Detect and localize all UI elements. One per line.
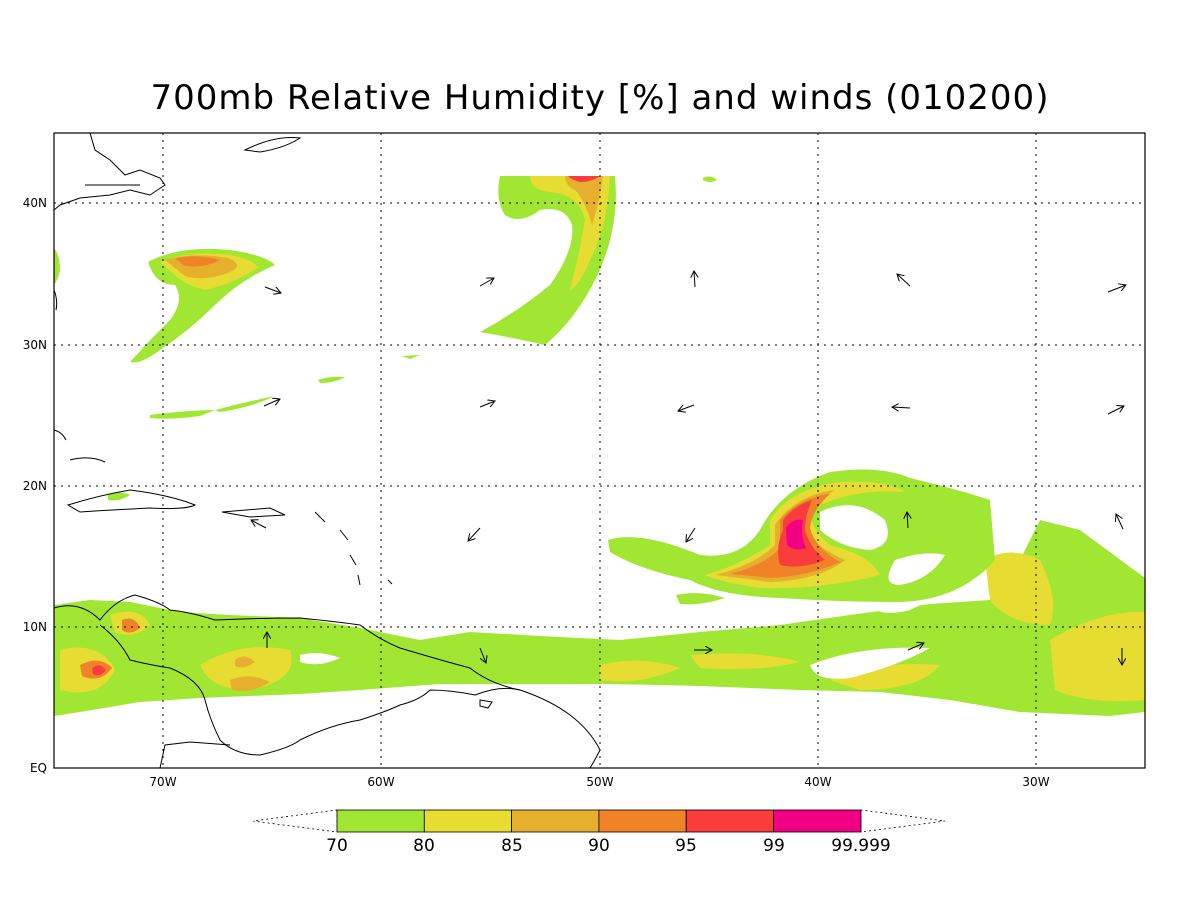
longitude-labels: 70W 60W 50W 40W 30W	[149, 775, 1049, 789]
wind-arrow	[892, 407, 911, 408]
colorbar-label: 90	[588, 836, 610, 856]
wind-arrow	[264, 286, 281, 293]
wind-arrow	[263, 399, 280, 407]
lat-label: 10N	[23, 620, 47, 634]
wind-arrow	[1116, 514, 1124, 530]
colorbar-right-extension	[860, 809, 946, 833]
lat-label: EQ	[30, 761, 47, 775]
wind-arrow	[251, 520, 267, 529]
wind-arrow	[468, 527, 481, 541]
wind-arrow	[1107, 285, 1126, 293]
wind-arrow	[686, 527, 696, 542]
colorbar-swatch	[511, 809, 600, 833]
northern-humidity-band	[480, 176, 616, 345]
lat-label: 30N	[23, 338, 47, 352]
map-title: 700mb Relative Humidity [%] and winds (0…	[150, 78, 1050, 118]
lon-label: 50W	[586, 775, 613, 789]
wind-arrow	[897, 274, 911, 287]
wind-arrow	[678, 404, 695, 411]
wind-arrow	[479, 278, 494, 287]
colorbar-label: 95	[675, 836, 697, 856]
colorbar-label: 99	[763, 836, 785, 856]
latitude-labels: 40N 30N 20N 10N EQ	[23, 196, 47, 775]
colorbar-swatch	[423, 809, 512, 833]
colorbar-swatch	[336, 809, 425, 833]
lat-label: 40N	[23, 196, 47, 210]
map-frame	[53, 132, 1146, 769]
colorbar: 70 80 85 90 95 99 99.999	[252, 809, 946, 856]
wind-arrow	[694, 271, 695, 288]
wind-vectors	[251, 271, 1126, 665]
lat-label: 20N	[23, 479, 47, 493]
colorbar-label: 99.999	[831, 836, 890, 856]
colorbar-label: 80	[413, 836, 435, 856]
colorbar-label: 85	[501, 836, 523, 856]
wind-arrow	[907, 512, 908, 529]
colorbar-swatch	[598, 809, 687, 833]
colorbar-left-extension	[252, 809, 338, 833]
graticule	[54, 133, 1145, 768]
lon-label: 60W	[367, 775, 394, 789]
colorbar-label: 70	[326, 836, 348, 856]
colorbar-swatch	[773, 809, 862, 833]
colorbar-swatch	[685, 809, 774, 833]
coastlines	[54, 133, 601, 768]
wind-arrow	[907, 643, 924, 651]
lon-label: 40W	[804, 775, 831, 789]
lon-label: 30W	[1022, 775, 1049, 789]
wind-arrow	[479, 401, 495, 408]
wind-arrow	[1107, 406, 1124, 415]
lon-label: 70W	[149, 775, 176, 789]
wind-arrow	[479, 647, 486, 663]
humidity-shading	[54, 176, 1145, 716]
